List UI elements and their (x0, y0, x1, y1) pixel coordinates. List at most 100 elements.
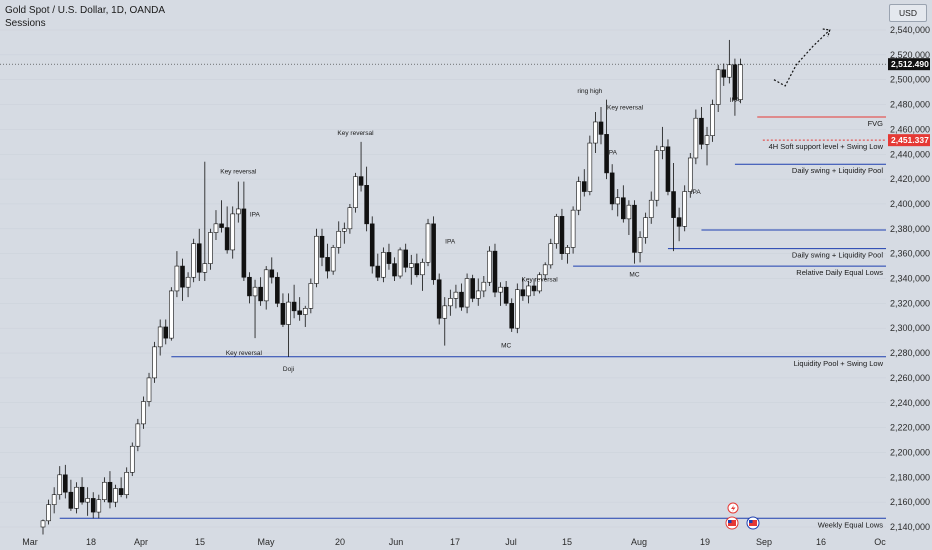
candles[interactable] (40, 39, 743, 535)
last-price-tag[interactable] (888, 58, 930, 71)
level-line[interactable]: FVG (757, 116, 886, 128)
candle[interactable] (660, 126, 665, 160)
level-line[interactable]: Relative Daily Equal Lows (573, 265, 886, 277)
candle[interactable] (252, 279, 258, 339)
candle[interactable] (236, 181, 241, 223)
candle[interactable] (308, 278, 314, 314)
candle[interactable] (169, 287, 174, 341)
candle[interactable] (514, 283, 520, 334)
candle[interactable] (336, 221, 342, 254)
candle[interactable] (431, 216, 436, 285)
candle[interactable] (531, 278, 537, 296)
candle[interactable] (230, 206, 236, 259)
candle[interactable] (141, 396, 146, 429)
candle[interactable] (124, 467, 129, 499)
candle[interactable] (704, 126, 710, 166)
level-line[interactable]: Weekly Equal Lows (59, 517, 886, 529)
candle[interactable] (520, 278, 526, 301)
symbol-title[interactable]: Gold Spot / U.S. Dollar, 1D, OANDA (5, 5, 166, 16)
candle[interactable] (509, 298, 515, 332)
candle[interactable] (408, 254, 414, 285)
candle[interactable] (637, 231, 643, 263)
candle[interactable] (576, 176, 581, 216)
candle[interactable] (342, 222, 347, 244)
candle[interactable] (347, 203, 353, 234)
candle[interactable] (314, 228, 319, 288)
sessions-indicator-label[interactable]: Sessions (5, 18, 46, 29)
candle[interactable] (682, 185, 688, 232)
candle[interactable] (548, 238, 554, 269)
candle[interactable] (113, 484, 118, 508)
candle[interactable] (386, 243, 392, 270)
candle[interactable] (224, 206, 230, 254)
time-axis[interactable]: Mar 18 Apr 15 May 20 Jun 17 Jul 15 Aug 19 Sep 16 Oc (22, 537, 886, 547)
candle[interactable] (157, 319, 163, 356)
candle[interactable] (74, 482, 79, 514)
candle[interactable] (57, 466, 63, 500)
candle[interactable] (604, 99, 609, 180)
candle[interactable] (559, 208, 565, 260)
candle[interactable] (632, 200, 637, 264)
candle[interactable] (587, 135, 593, 196)
candle[interactable] (448, 289, 453, 316)
candle[interactable] (263, 266, 269, 310)
event-icons[interactable] (725, 502, 760, 530)
candle[interactable] (213, 210, 219, 240)
candle[interactable] (90, 492, 96, 519)
candle[interactable] (487, 246, 492, 286)
candle[interactable] (738, 58, 743, 104)
candle[interactable] (325, 243, 330, 279)
price-axis[interactable]: 2,140,000 2,160,000 2,180,000 2,200,000 2,22… (888, 0, 932, 550)
candle[interactable] (286, 293, 291, 357)
candle[interactable] (459, 283, 464, 311)
marked-price-tag[interactable] (888, 134, 930, 147)
candle[interactable] (615, 189, 621, 217)
candle[interactable] (269, 257, 275, 284)
currency-button[interactable]: USD (889, 4, 927, 22)
candle[interactable] (297, 297, 302, 321)
candle[interactable] (102, 477, 107, 503)
candle[interactable] (275, 272, 280, 308)
candle[interactable] (420, 258, 425, 291)
candle[interactable] (565, 244, 570, 264)
candle[interactable] (191, 238, 196, 283)
level-line[interactable]: Liquidity Pool + Swing Low (171, 356, 886, 368)
candle[interactable] (693, 109, 699, 165)
candle[interactable] (665, 139, 671, 196)
candle[interactable] (247, 272, 252, 304)
candle[interactable] (570, 206, 576, 254)
candle[interactable] (710, 99, 715, 142)
candle[interactable] (498, 282, 503, 306)
candle[interactable] (68, 479, 74, 511)
candle[interactable] (436, 273, 442, 325)
candle[interactable] (107, 471, 113, 509)
candle[interactable] (369, 216, 375, 274)
candle[interactable] (721, 63, 727, 86)
candle[interactable] (554, 213, 559, 249)
candle[interactable] (442, 297, 448, 346)
level-line[interactable]: Daily swing + Liquidity Pool (734, 163, 886, 175)
candle[interactable] (403, 243, 409, 273)
candle[interactable] (330, 244, 336, 275)
candle[interactable] (163, 319, 169, 345)
candle[interactable] (196, 228, 202, 281)
candle[interactable] (51, 487, 57, 514)
candle[interactable] (258, 277, 263, 306)
candle[interactable] (715, 64, 721, 113)
candle[interactable] (135, 418, 141, 452)
level-line[interactable]: Daily swing + Liquidity Pool (667, 248, 886, 260)
candle[interactable] (152, 341, 157, 383)
candle[interactable] (643, 212, 648, 244)
candle[interactable] (676, 207, 682, 242)
candle[interactable] (470, 274, 475, 303)
candle[interactable] (626, 200, 632, 236)
candle[interactable] (302, 305, 308, 327)
candle[interactable] (40, 519, 46, 535)
candle[interactable] (475, 278, 481, 306)
candle[interactable] (654, 145, 660, 207)
candle[interactable] (687, 153, 693, 198)
candle[interactable] (219, 200, 224, 233)
candle[interactable] (118, 477, 124, 498)
level-line[interactable]: 4H Soft support level + Swing Low (762, 139, 886, 151)
